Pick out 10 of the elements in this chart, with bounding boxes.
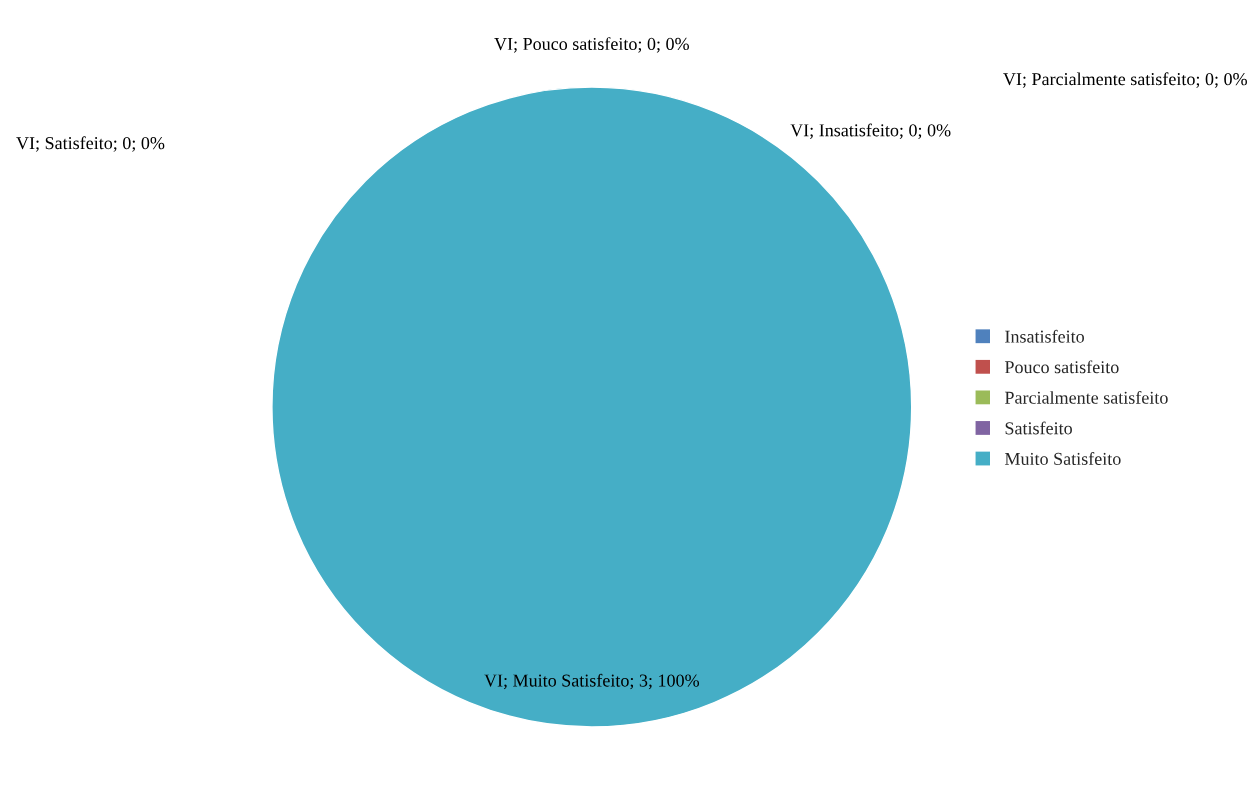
text: VI; Satisfeito; 0; 0%: [16, 136, 165, 152]
legend-label: Muito Satisfeito: [1004, 452, 1121, 465]
legend-label: Pouco satisfeito: [1004, 360, 1119, 374]
legend-label: Satisfeito: [1005, 421, 1072, 435]
legend-label: Parcialmente satisfeito: [1004, 390, 1168, 404]
text: VI; Parcialmente satisfeito; 0; 0%: [1003, 72, 1247, 88]
data-label: VI; Muito Satisfeito; 3; 100%: [484, 673, 700, 690]
legend-label: Insatisfeito: [1005, 329, 1084, 343]
text: VI; Insatisfeito; 0; 0%: [790, 123, 951, 139]
text: VI; Pouco satisfeito; 0; 0%: [494, 37, 689, 53]
